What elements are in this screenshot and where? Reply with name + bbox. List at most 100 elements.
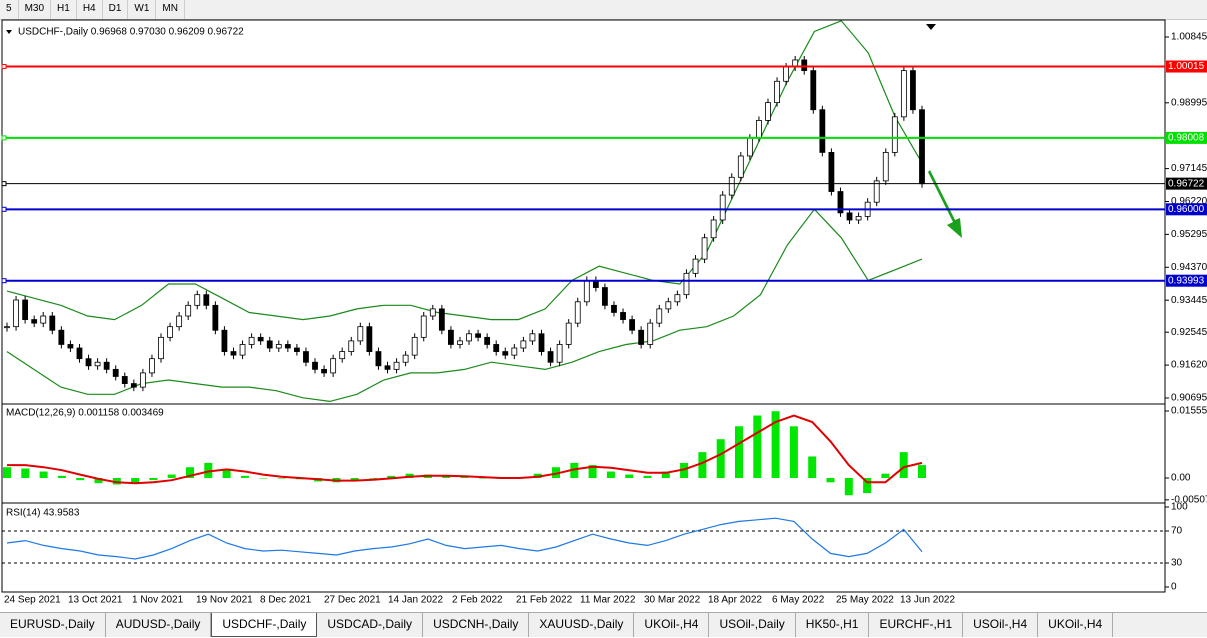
candle xyxy=(602,287,608,306)
candle xyxy=(656,308,663,324)
candle xyxy=(529,333,536,342)
y-tick-label: 1.00845 xyxy=(1171,32,1207,43)
macd-bar xyxy=(771,411,780,478)
candle xyxy=(112,368,119,377)
candle xyxy=(783,66,790,82)
macd-bar xyxy=(387,475,396,478)
macd-bar xyxy=(3,467,11,478)
level-label-bg xyxy=(1166,177,1207,190)
symbol-tab[interactable]: USDCNH-,Daily xyxy=(423,613,530,637)
level-label: 1.00015 xyxy=(1168,61,1205,72)
symbol-tab[interactable]: USOil-,Daily xyxy=(709,613,796,637)
candle xyxy=(49,315,56,331)
timeframe-button[interactable]: 5 xyxy=(0,0,19,19)
timeframe-button[interactable]: M30 xyxy=(19,0,52,19)
macd-bar xyxy=(112,477,121,485)
candle xyxy=(774,80,780,104)
candle xyxy=(384,365,391,370)
candle xyxy=(366,326,373,352)
macd-bar xyxy=(259,477,268,479)
macd-bar xyxy=(844,477,853,496)
shift-marker xyxy=(926,24,936,30)
candle xyxy=(692,258,699,274)
macd-bar xyxy=(149,477,158,481)
candle xyxy=(420,315,427,338)
timeframe-button[interactable]: H1 xyxy=(51,0,77,19)
candle xyxy=(547,351,554,363)
symbol-tab[interactable]: USOil-,H4 xyxy=(963,613,1039,637)
x-tick-label: 30 Mar 2022 xyxy=(644,595,701,606)
candle xyxy=(294,347,300,352)
macd-bar xyxy=(552,467,560,478)
level-label: 0.96722 xyxy=(1168,178,1205,189)
y-tick-label: 0.92545 xyxy=(1171,327,1207,338)
macd-bar xyxy=(57,475,66,478)
candle xyxy=(629,319,635,331)
candle xyxy=(828,152,835,192)
candle xyxy=(484,336,491,345)
x-tick-label: 13 Jun 2022 xyxy=(900,595,955,606)
symbol-tab[interactable]: UKOil-,H4 xyxy=(1038,613,1114,637)
y-tick-label: 0.98995 xyxy=(1171,97,1207,108)
candle xyxy=(103,361,110,370)
macd-bar xyxy=(21,468,30,478)
timeframe-button[interactable]: H4 xyxy=(77,0,103,19)
symbol-tab[interactable]: XAUUSD-,Daily xyxy=(529,613,635,637)
x-tick-label: 6 May 2022 xyxy=(772,595,825,606)
bollinger-lower xyxy=(6,208,923,403)
macd-bar xyxy=(131,477,140,484)
symbol-tab[interactable]: AUDUSD-,Daily xyxy=(106,613,212,637)
candle xyxy=(583,280,590,303)
candle xyxy=(919,109,925,185)
macd-title: MACD(12,26,9) 0.001158 0.003469 xyxy=(6,408,164,419)
candle xyxy=(221,329,228,352)
y-tick-label: 0.96220 xyxy=(1171,196,1207,207)
candle xyxy=(900,70,907,118)
candle xyxy=(728,176,735,196)
x-tick-label: 19 Nov 2021 xyxy=(196,595,253,606)
y-tick-label: 30 xyxy=(1171,558,1183,569)
macd-bar xyxy=(39,471,48,478)
level-label: 0.98008 xyxy=(1168,133,1205,144)
candle xyxy=(429,308,436,317)
candle xyxy=(85,358,92,367)
candle xyxy=(837,191,844,214)
candle xyxy=(493,344,500,352)
symbol-tab[interactable]: EURUSD-,Daily xyxy=(0,613,106,637)
candle xyxy=(448,329,454,345)
timeframe-button[interactable]: D1 xyxy=(103,0,129,19)
candle xyxy=(149,358,155,374)
timeframe-button[interactable]: MN xyxy=(156,0,185,19)
macd-bar xyxy=(918,465,926,478)
macd-bar xyxy=(606,471,615,478)
x-tick-label: 21 Feb 2022 xyxy=(516,595,573,606)
symbol-tab[interactable]: USDCHF-,Daily xyxy=(211,613,318,637)
x-tick-label: 1 Nov 2021 xyxy=(132,595,184,606)
candle xyxy=(94,361,101,367)
chart-title: USDCHF-,Daily 0.96968 0.97030 0.96209 0.… xyxy=(18,27,244,38)
candle xyxy=(891,116,898,153)
candle xyxy=(203,294,210,306)
candle xyxy=(212,304,219,331)
candle xyxy=(411,336,418,356)
candle xyxy=(393,361,400,370)
macd-bar xyxy=(277,477,286,479)
candle xyxy=(257,336,264,342)
symbol-tab[interactable]: UKOil-,H4 xyxy=(634,613,710,637)
macd-bar xyxy=(625,474,634,478)
candle xyxy=(574,301,581,324)
x-tick-label: 18 Apr 2022 xyxy=(708,595,762,606)
macd-bar xyxy=(789,426,798,478)
macd-bar xyxy=(167,474,176,478)
candle xyxy=(402,354,409,363)
symbol-tab[interactable]: USDCAD-,Daily xyxy=(317,613,424,637)
candle xyxy=(710,219,717,239)
timeframe-button[interactable]: W1 xyxy=(128,0,157,19)
level-handle xyxy=(1,206,7,212)
candle xyxy=(167,326,173,338)
chart: USDCHF-,Daily 0.96968 0.97030 0.96209 0.… xyxy=(1,19,1207,606)
macd-bar xyxy=(808,456,817,478)
symbol-tab[interactable]: HK50-,H1 xyxy=(796,613,870,637)
candle xyxy=(910,70,916,111)
symbol-tab[interactable]: EURCHF-,H1 xyxy=(869,613,964,637)
